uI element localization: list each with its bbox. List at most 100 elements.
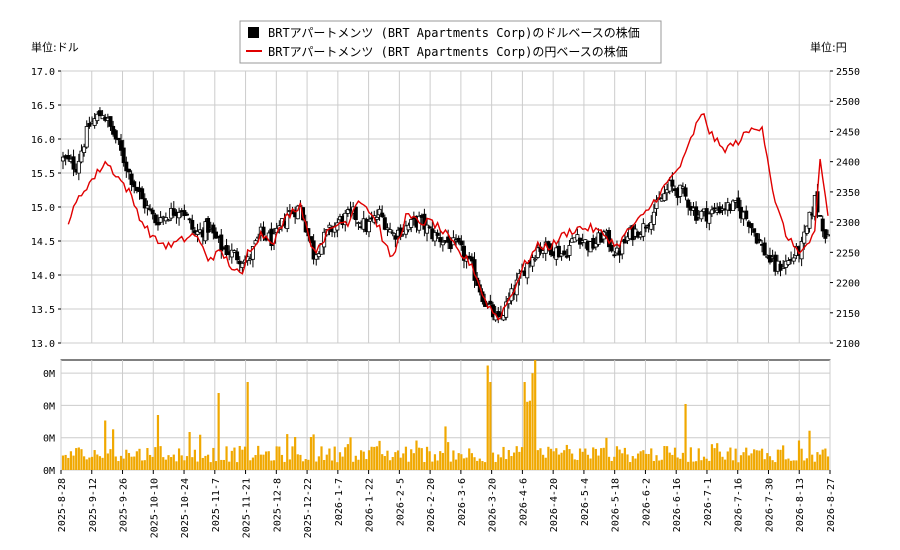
volume-bar: [164, 459, 167, 470]
candle-body: [804, 225, 809, 234]
volume-bar: [710, 444, 714, 470]
volume-bar: [96, 454, 99, 470]
date-tick-label: 2026-6-2: [641, 478, 652, 526]
volume-bar: [381, 454, 384, 470]
volume-bar: [291, 446, 294, 470]
volume-bar: [61, 455, 65, 470]
volume-bar: [88, 457, 91, 470]
candle-body: [461, 245, 466, 261]
volume-bar: [175, 461, 178, 470]
candle-body: [567, 245, 572, 256]
date-tick-label: 2026-2-20: [426, 478, 437, 532]
candle-body: [699, 210, 704, 220]
left-tick-label: 17.0: [31, 67, 55, 78]
volume-bar: [156, 415, 160, 470]
volume-bar: [721, 456, 724, 470]
volume-bar: [539, 448, 542, 470]
volume-bar: [412, 453, 415, 470]
volume-bar: [600, 448, 603, 470]
volume-bar: [278, 446, 281, 470]
volume-bar: [673, 447, 677, 470]
volume-bar: [454, 459, 458, 470]
candle-body: [562, 250, 567, 255]
candle-body: [593, 243, 598, 248]
volume-bar: [684, 404, 687, 470]
volume-bar: [671, 454, 674, 470]
volume-bar: [755, 450, 758, 470]
volume-bar: [663, 446, 666, 470]
volume-bar: [280, 454, 284, 470]
volume-bar: [805, 458, 808, 470]
volume-bar: [423, 462, 426, 470]
candle-body: [316, 253, 321, 258]
volume-bar: [386, 450, 389, 470]
volume-bar: [233, 447, 236, 470]
candle-body: [382, 217, 387, 230]
volume-bar: [615, 446, 619, 470]
volume-bar: [462, 458, 466, 470]
volume-bar: [692, 461, 695, 470]
volume-bar: [636, 453, 640, 470]
volume-bar: [201, 457, 204, 470]
volume-bar: [771, 460, 774, 470]
volume-bar: [69, 451, 73, 470]
volume-bar: [613, 456, 616, 470]
date-tick-label: 2026-8-27: [826, 478, 837, 532]
volume-bar: [607, 456, 611, 470]
volume-bar: [114, 456, 117, 470]
right-tick-label: 2400: [836, 158, 860, 169]
date-tick-label: 2025-9-12: [88, 478, 99, 532]
volume-bar: [510, 456, 513, 470]
volume-bar: [317, 456, 320, 470]
volume-bar: [378, 440, 381, 470]
candle-body: [345, 209, 350, 214]
volume-bar: [159, 446, 162, 470]
candle-body: [535, 247, 540, 258]
volume-bar: [716, 443, 719, 470]
date-axis-ticks: 2025-8-28 2025-9-12 2025-9-26 2025-10-10 202…: [57, 470, 837, 538]
volume-bar: [512, 452, 516, 470]
volume-bar: [259, 454, 262, 470]
candle-body: [438, 237, 443, 243]
candle-body: [651, 211, 656, 225]
candle-body: [145, 205, 150, 209]
volume-bar: [452, 450, 455, 470]
candle-body: [709, 209, 714, 215]
volume-tick-label: 0M: [43, 401, 55, 412]
volume-bar: [122, 458, 125, 470]
candle-body: [744, 210, 749, 219]
candle-body: [749, 223, 754, 229]
volume-bar: [85, 459, 88, 470]
volume-bar: [523, 382, 526, 470]
volume-bar: [460, 454, 463, 470]
candle-body: [643, 226, 648, 229]
candle-body: [121, 147, 126, 164]
volume-bar: [283, 461, 286, 470]
right-tick-label: 2150: [836, 309, 860, 320]
volume-bar: [119, 455, 123, 470]
volume-bar: [758, 450, 761, 470]
volume-bar: [499, 457, 502, 470]
volume-bar: [431, 461, 434, 470]
volume-bar: [610, 460, 613, 470]
volume-bar: [357, 459, 360, 470]
volume-bar: [228, 461, 231, 470]
date-tick-label: 2025-12-8: [272, 478, 283, 532]
volume-bar: [631, 456, 634, 470]
volume-bar: [135, 451, 138, 470]
volume-bar: [563, 450, 566, 470]
volume-bar: [383, 456, 386, 470]
candle-body: [187, 218, 192, 221]
volume-bar: [470, 453, 473, 470]
candle-body: [427, 226, 432, 229]
volume-bar: [803, 460, 806, 470]
volume-bar: [104, 420, 107, 470]
volume-bar: [373, 446, 376, 470]
volume-bar: [67, 457, 70, 470]
volume-bar: [526, 401, 529, 470]
candle-body: [385, 227, 390, 231]
volume-bar: [536, 450, 539, 470]
volume-bar: [272, 460, 276, 470]
volume-bar: [80, 449, 83, 470]
candle-body: [556, 245, 561, 258]
